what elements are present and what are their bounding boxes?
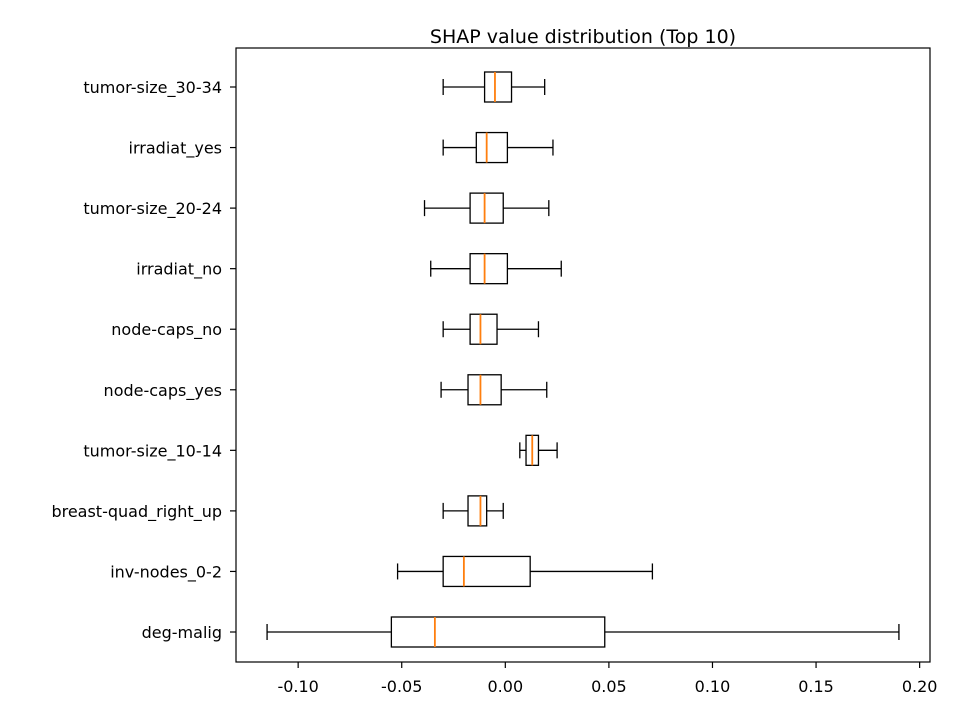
y-tick-label: node-caps_no — [111, 320, 222, 340]
y-tick-label: inv-nodes_0-2 — [110, 562, 222, 582]
y-tick-label: deg-malig — [142, 623, 222, 642]
x-tick-label: 0.20 — [902, 677, 938, 696]
y-tick-label: breast-quad_right_up — [51, 502, 222, 522]
x-tick-label: -0.10 — [277, 677, 318, 696]
y-tick-label: tumor-size_10-14 — [83, 441, 222, 461]
y-tick-label: tumor-size_20-24 — [83, 199, 222, 219]
x-tick-label: 0.15 — [798, 677, 834, 696]
chart-marks: -0.10 -0.05 0.00 0.05 0.10 0.15 0.20 tumor-size… — [51, 71, 938, 696]
y-tick-label: node-caps_yes — [104, 381, 222, 401]
box-iqr — [442, 555, 531, 588]
x-tick-label: -0.05 — [381, 677, 422, 696]
y-tick-label: irradiat_no — [136, 260, 222, 280]
box-iqr — [467, 495, 488, 527]
chart-title: SHAP value distribution (Top 10) — [430, 26, 736, 48]
box-iqr — [390, 616, 606, 648]
x-tick-label: 0.00 — [488, 677, 524, 696]
box-iqr — [469, 313, 498, 345]
box-iqr — [469, 253, 509, 285]
box-iqr — [469, 192, 504, 224]
box-iqr — [475, 131, 509, 164]
box-iqr — [483, 71, 513, 103]
y-tick-label: irradiat_yes — [129, 139, 222, 159]
y-tick-label: tumor-size_30-34 — [83, 78, 222, 98]
box-iqr — [467, 374, 502, 406]
plot-frame — [235, 47, 931, 663]
x-tick-label: 0.05 — [591, 677, 627, 696]
x-tick-label: 0.10 — [695, 677, 731, 696]
